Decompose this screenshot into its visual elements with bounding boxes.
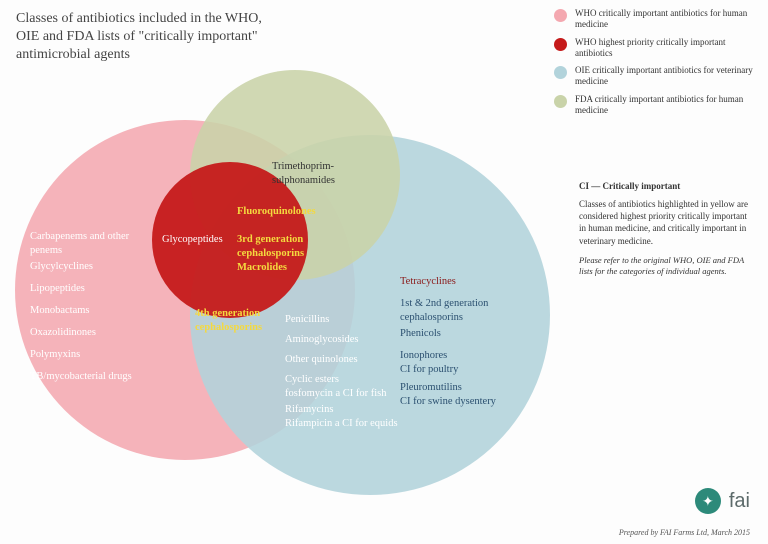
legend-row: WHO critically important antibiotics for… (554, 8, 754, 31)
logo-mark-icon: ✦ (695, 488, 721, 514)
label-who-only: Lipopeptides (30, 282, 140, 296)
label-oie-only: 1st & 2nd generation cephalosporins (400, 297, 540, 325)
logo-text: fai (729, 490, 750, 513)
legend-row: OIE critically important antibiotics for… (554, 65, 754, 88)
explanatory-notes: CI — Critically important Classes of ant… (579, 180, 754, 286)
label-4th-gen: 4th generation cephalosporins (195, 307, 295, 335)
legend-label: WHO highest priority critically importan… (575, 37, 754, 60)
fai-logo: ✦ fai (695, 488, 750, 514)
label-trimethoprim: Trimethoprim-sulphonamides (272, 160, 382, 188)
legend-row: WHO highest priority critically importan… (554, 37, 754, 60)
label-oie-only: IonophoresCI for poultry (400, 349, 540, 377)
legend-swatch-icon (554, 38, 567, 51)
label-who-oie: RifamycinsRifampicin a CI for equids (285, 403, 405, 431)
label-oie-only: Phenicols (400, 327, 540, 341)
label-center-yellow: Macrolides (237, 261, 347, 275)
credit-line: Prepared by FAI Farms Ltd, March 2015 (619, 528, 750, 538)
label-center-yellow: 3rd generation cephalosporins (237, 233, 347, 261)
label-glycopeptides: Glycopeptides (162, 233, 242, 247)
label-who-only: Carbapenems and other penems (30, 230, 130, 258)
label-who-oie: Penicillins (285, 313, 405, 327)
label-oie-only: PleuromutilinsCI for swine dysentery (400, 381, 540, 409)
label-who-only: TB/mycobacterial drugs (30, 370, 140, 384)
label-who-only: Oxazolidinones (30, 326, 140, 340)
label-who-only: Monobactams (30, 304, 140, 318)
label-who-oie: Other quinolones (285, 353, 405, 367)
legend-row: FDA critically important antibiotics for… (554, 94, 754, 117)
page-title: Classes of antibiotics included in the W… (16, 10, 276, 65)
label-center-yellow: Fluoroquinolones (237, 205, 347, 219)
legend-label: FDA critically important antibiotics for… (575, 94, 754, 117)
label-oie-only: Tetracyclines (400, 275, 540, 289)
notes-body: Classes of antibiotics highlighted in ye… (579, 198, 754, 247)
legend-label: WHO critically important antibiotics for… (575, 8, 754, 31)
legend-swatch-icon (554, 9, 567, 22)
label-who-oie: Aminoglycosides (285, 333, 405, 347)
notes-header: CI — Critically important (579, 180, 754, 192)
venn-diagram: Carbapenems and other penems Glycylcyclin… (0, 65, 560, 540)
label-who-only: Glycylcyclines (30, 260, 140, 274)
label-who-oie: Cyclic estersfosfomycin a CI for fish (285, 373, 405, 401)
label-who-only: Polymyxins (30, 348, 140, 362)
legend-label: OIE critically important antibiotics for… (575, 65, 754, 88)
notes-refer: Please refer to the original WHO, OIE an… (579, 255, 754, 278)
legend: WHO critically important antibiotics for… (554, 8, 754, 122)
